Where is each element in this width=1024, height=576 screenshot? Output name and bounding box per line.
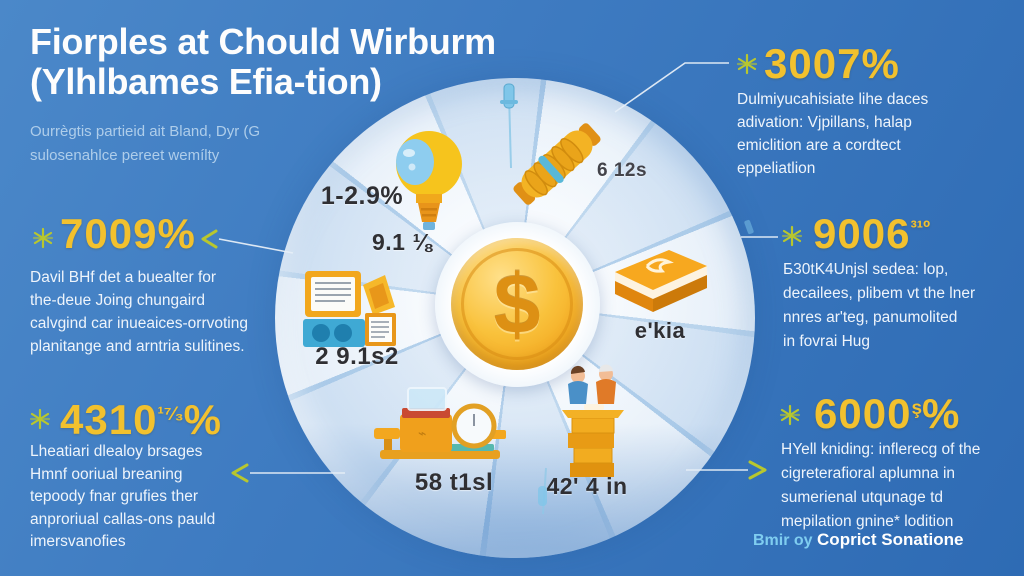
sparkle-icon (32, 227, 54, 249)
page-subtitle: Ourrègtis partieid ait Bland, Dyr (G sul… (30, 123, 261, 164)
sparkle-icon (781, 225, 803, 247)
sparkle-icon (29, 408, 51, 430)
stat-description: Б30tK4Unjsl sedea: lop, decailees, plibe… (783, 261, 976, 350)
people-on-stack-icon (558, 360, 630, 480)
stat-value: 9006³¹º (813, 210, 931, 257)
wheel-label: 6 12s (596, 160, 648, 181)
money-book-icon (607, 242, 713, 318)
stat-value: 4310¹⁷⁄₃% (60, 396, 222, 443)
dollar-symbol: $ (493, 257, 541, 351)
stat-description: Davil BHf det a buealter for the-deue Jo… (30, 269, 248, 355)
stat-value: 7009% (60, 210, 196, 257)
stat-value: 3007% (764, 40, 900, 87)
stat-description: Lheatiari dlealoy brsages Hmnf ooriual b… (30, 443, 216, 550)
wheel-label: 2 9.1s2 (315, 343, 399, 370)
wheel-label: e'kia (634, 318, 686, 343)
stat-description: HYell kniding: inflerecg of the cigreter… (781, 441, 981, 530)
wheel-label: 9.1 ⅛ (371, 229, 433, 255)
wheel-label: 58 t1sl (414, 469, 494, 496)
coil-spring-icon (505, 112, 610, 217)
page-title: Fiorples at Chould Wirburm (Ylhlbames Ef… (30, 21, 496, 102)
arrow-left-icon (201, 229, 218, 249)
wheel-label: 42' 4 in (546, 473, 628, 499)
dollar-coin-icon: $ (451, 238, 583, 370)
lightbulb-icon (388, 126, 466, 234)
footer-credit: Bmir oy Coprict Sonatione (753, 530, 964, 549)
sparkle-icon (736, 53, 758, 75)
weighing-scale-icon: ⌁ (374, 386, 506, 464)
arrow-right-icon (748, 460, 767, 480)
wheel-label: 1-2.9% (320, 182, 404, 210)
svg-text:⌁: ⌁ (418, 425, 426, 441)
sparkle-icon (779, 404, 801, 426)
stat-value: 6000ş% (814, 390, 961, 437)
documents-box-icon (303, 263, 398, 348)
stat-description: Dulmiyucahisiate lihe daces adivation: V… (737, 91, 929, 177)
